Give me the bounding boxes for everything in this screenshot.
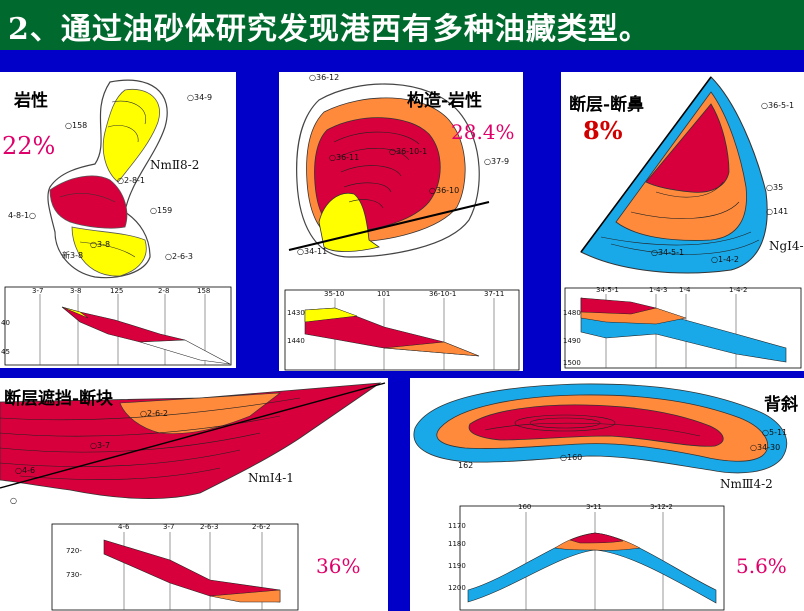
svg-text:1-4-2: 1-4-2 [729,286,747,294]
svg-text:○34-9: ○34-9 [187,93,212,102]
svg-text:○141: ○141 [766,207,788,216]
svg-text:○2-8-1: ○2-8-1 [117,176,145,185]
panel-title: 背斜 [764,395,798,415]
panel-title: 岩性 [14,91,48,111]
svg-text:34-5-1: 34-5-1 [596,286,619,294]
svg-text:○5-11: ○5-11 [762,428,787,437]
svg-text:○3-8: ○3-8 [90,240,110,249]
svg-text:3-8: 3-8 [70,287,81,295]
svg-text:730-: 730- [66,571,82,579]
panel-lithologic: ○34-9 ○158 ○2-8-1 ○159 4-8-1○ ○2-6-3 新3-8 ○3-… [0,72,236,368]
svg-text:○36-10: ○36-10 [429,186,459,195]
unit-label: NmⅠ4-1 [248,471,294,485]
svg-text:158: 158 [197,287,210,295]
svg-text:45: 45 [1,348,10,356]
svg-text:1170: 1170 [448,522,466,530]
panel-title: 断层-断鼻 [569,95,645,115]
percent-label: 22% [2,132,56,160]
svg-text:○2-6-2: ○2-6-2 [140,409,168,418]
svg-text:125: 125 [110,287,123,295]
panel-title: 构造-岩性 [407,91,483,111]
title-bar: 2、通过油砂体研究发现港西有多种油藏类型。 [0,0,804,50]
svg-text:2-6-2: 2-6-2 [252,523,270,531]
svg-text:3-11: 3-11 [586,503,602,511]
svg-text:1500: 1500 [563,359,581,367]
svg-text:○36-5-1: ○36-5-1 [761,101,794,110]
svg-text:2-6-3: 2-6-3 [200,523,218,531]
svg-text:○34-5-1: ○34-5-1 [651,248,684,257]
svg-text:新3-8: 新3-8 [62,250,83,260]
svg-text:4-6: 4-6 [118,523,130,531]
svg-text:36-10-1: 36-10-1 [429,290,456,298]
structural-lithologic-map-and-section: ○36-12 ○37-9 ○36-10 ○36-10-1 ○36-11 ○34-11 35… [284,73,520,371]
svg-text:37-11: 37-11 [484,290,504,298]
svg-text:160: 160 [518,503,531,511]
svg-text:1200: 1200 [448,584,466,592]
fault-block-map-and-section: ○ ○2-6-2 ○3-7 ○4-6 NmⅠ4-1 4-6 3-7 2-6-3 2-6-2 7… [0,382,386,611]
page-title: 2、通过油砂体研究发现港西有多种油藏类型。 [8,12,650,47]
svg-text:4-8-1○: 4-8-1○ [8,211,36,220]
svg-text:○36-11: ○36-11 [329,153,359,162]
svg-text:3-7: 3-7 [163,523,174,531]
svg-text:○160: ○160 [560,453,582,462]
svg-text:○36-10-1: ○36-10-1 [389,147,427,156]
svg-text:1-4-3: 1-4-3 [649,286,667,294]
unit-label: NgⅠ4-2 [769,239,804,253]
svg-text:3-7: 3-7 [32,287,43,295]
panel-structural-lithologic: ○36-12 ○37-9 ○36-10 ○36-10-1 ○36-11 ○34-11 35… [279,72,523,371]
unit-label: NmⅢ4-2 [720,477,773,491]
svg-text:○2-6-3: ○2-6-3 [165,252,193,261]
fault-nose-map-and-section: ○36-5-1 ○35 ○141 ○1-4-2 ○34-5-1 NgⅠ4-2 34-5-… [563,76,804,369]
svg-text:○37-9: ○37-9 [484,157,509,166]
svg-text:○3-7: ○3-7 [90,441,110,450]
panel-fault-nose: ○36-5-1 ○35 ○141 ○1-4-2 ○34-5-1 NgⅠ4-2 34-5-… [561,72,804,371]
svg-text:○158: ○158 [65,121,87,130]
svg-text:1480: 1480 [563,309,581,317]
svg-text:1190: 1190 [448,562,466,570]
svg-text:○34-11: ○34-11 [297,247,327,256]
svg-text:1-4: 1-4 [679,286,691,294]
svg-text:1430: 1430 [287,309,305,317]
svg-text:1440: 1440 [287,337,305,345]
panel-fault-block: ○ ○2-6-2 ○3-7 ○4-6 NmⅠ4-1 4-6 3-7 2-6-3 2-6-2 7… [0,378,388,611]
svg-text:162: 162 [458,461,473,470]
svg-text:2-8: 2-8 [158,287,169,295]
svg-text:○34-30: ○34-30 [750,443,780,452]
percent-label: 8% [583,116,623,145]
svg-text:1180: 1180 [448,540,466,548]
svg-text:35-10: 35-10 [324,290,344,298]
svg-text:720-: 720- [66,547,82,555]
svg-text:101: 101 [377,290,390,298]
unit-label: NmⅡ8-2 [150,158,199,172]
svg-text:40: 40 [1,319,10,327]
svg-text:○4-6: ○4-6 [15,466,35,475]
svg-text:○36-12: ○36-12 [309,73,339,82]
percent-label: 36% [316,554,361,578]
percent-label: 5.6% [736,554,787,578]
percent-label: 28.4% [451,120,515,144]
svg-text:○1-4-2: ○1-4-2 [711,255,739,264]
anticline-map-and-section: ○160 ○34-30 ○5-11 162 NmⅢ4-2 160 3-11 3-12-2 1… [413,383,787,611]
svg-text:○159: ○159 [150,206,172,215]
svg-text:3-12-2: 3-12-2 [650,503,673,511]
svg-text:○35: ○35 [766,183,783,192]
panel-anticline: ○160 ○34-30 ○5-11 162 NmⅢ4-2 160 3-11 3-12-2 1… [410,378,804,611]
panel-title: 断层遮挡-断块 [4,389,114,409]
svg-text:1490: 1490 [563,337,581,345]
svg-text:○: ○ [10,496,17,505]
lithologic-map-and-section: ○34-9 ○158 ○2-8-1 ○159 4-8-1○ ○2-6-3 新3-8 ○3-… [1,79,232,366]
